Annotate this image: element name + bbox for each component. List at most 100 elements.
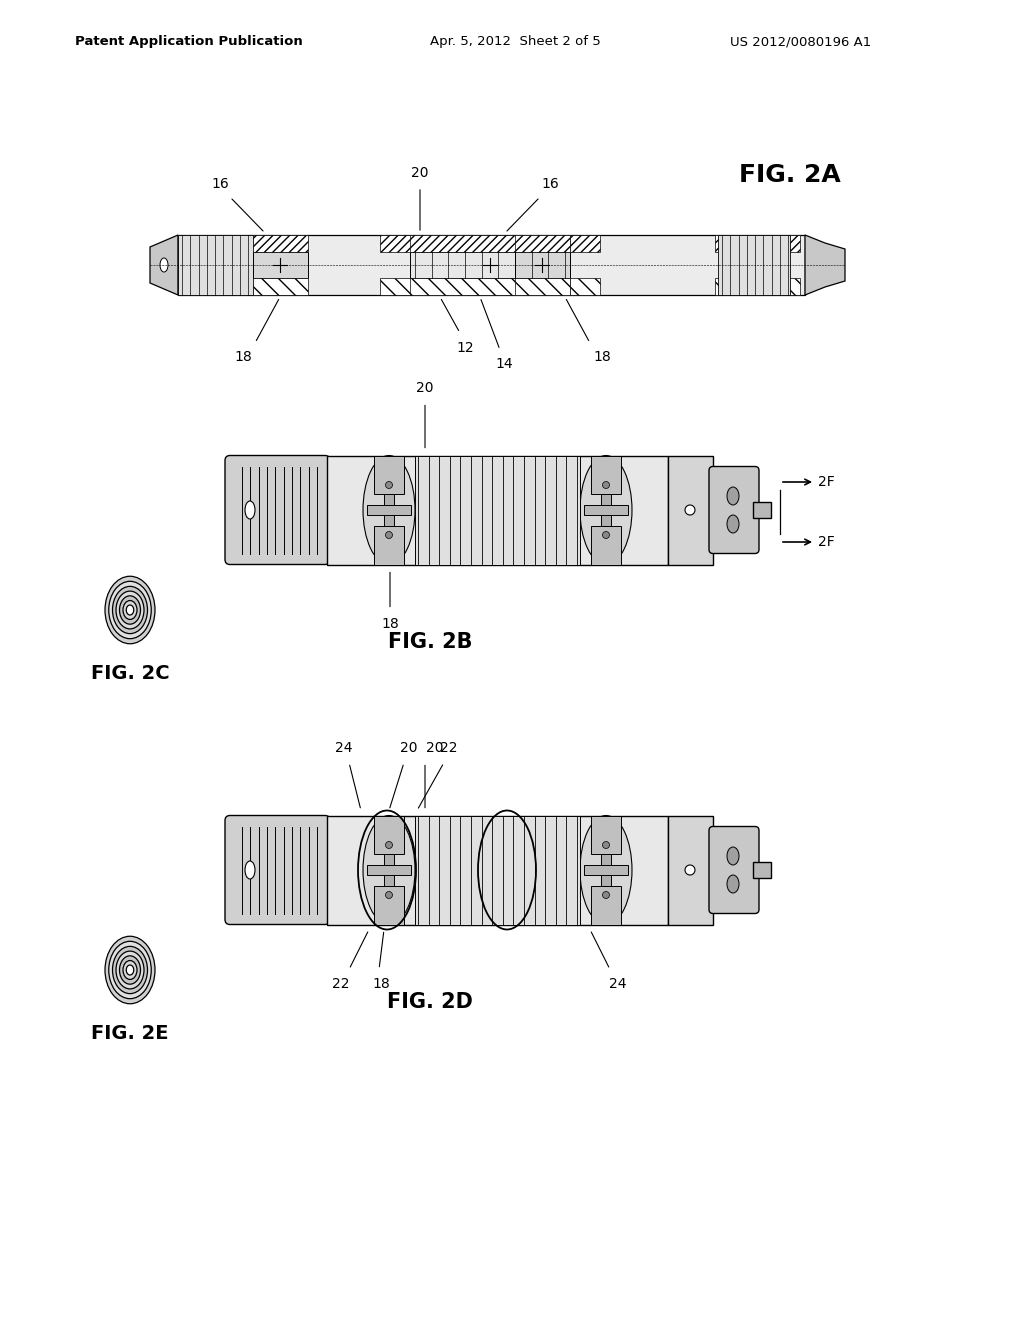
Bar	[584, 506, 628, 515]
Ellipse shape	[120, 956, 140, 985]
Ellipse shape	[126, 965, 134, 975]
Bar	[178, 235, 805, 294]
Bar	[374, 886, 404, 924]
Text: 20: 20	[400, 742, 418, 755]
Circle shape	[385, 842, 392, 849]
Bar	[515, 279, 600, 294]
Ellipse shape	[113, 586, 147, 634]
Bar	[374, 816, 404, 854]
Circle shape	[602, 891, 609, 899]
Bar	[515, 279, 570, 294]
Circle shape	[685, 865, 695, 875]
Ellipse shape	[160, 257, 168, 272]
Text: 18: 18	[593, 350, 611, 364]
Text: 14: 14	[496, 356, 513, 371]
Circle shape	[685, 506, 695, 515]
Bar	[380, 279, 465, 294]
Bar	[584, 865, 628, 875]
Circle shape	[385, 482, 392, 488]
Text: FIG. 2D: FIG. 2D	[387, 993, 473, 1012]
Bar	[374, 455, 404, 494]
Ellipse shape	[109, 581, 152, 639]
Bar	[515, 235, 600, 252]
Text: 24: 24	[609, 978, 627, 991]
Circle shape	[602, 482, 609, 488]
Ellipse shape	[727, 847, 739, 865]
Bar	[591, 886, 621, 924]
Bar	[515, 235, 570, 252]
Circle shape	[602, 842, 609, 849]
Polygon shape	[805, 235, 845, 294]
Bar	[601, 494, 611, 527]
Bar	[415, 816, 580, 924]
Text: Patent Application Publication: Patent Application Publication	[75, 36, 303, 49]
Ellipse shape	[105, 936, 155, 1003]
Bar	[668, 816, 713, 924]
Ellipse shape	[123, 961, 137, 979]
Bar	[601, 854, 611, 886]
Bar	[715, 235, 800, 252]
Text: Apr. 5, 2012  Sheet 2 of 5: Apr. 5, 2012 Sheet 2 of 5	[430, 36, 601, 49]
Ellipse shape	[727, 487, 739, 506]
Text: 18: 18	[381, 618, 399, 631]
Ellipse shape	[727, 515, 739, 533]
Ellipse shape	[245, 861, 255, 879]
FancyBboxPatch shape	[225, 816, 330, 924]
Bar	[178, 235, 263, 252]
Bar	[384, 854, 394, 886]
Text: 18: 18	[234, 350, 252, 364]
Bar	[410, 235, 570, 252]
Bar	[753, 862, 771, 878]
Circle shape	[385, 891, 392, 899]
Bar	[718, 235, 790, 294]
Bar	[178, 279, 263, 294]
Text: FIG. 2B: FIG. 2B	[388, 632, 472, 652]
Bar	[591, 816, 621, 854]
Text: 20: 20	[416, 381, 434, 396]
Ellipse shape	[362, 816, 415, 924]
Text: 2F: 2F	[818, 475, 835, 488]
Circle shape	[385, 532, 392, 539]
Bar	[253, 235, 308, 252]
Ellipse shape	[362, 455, 415, 565]
Bar	[410, 279, 570, 294]
Text: 2F: 2F	[818, 535, 835, 549]
Ellipse shape	[580, 816, 632, 924]
Bar	[384, 494, 394, 527]
Bar	[367, 865, 411, 875]
Ellipse shape	[245, 502, 255, 519]
Text: 16: 16	[541, 177, 559, 191]
Ellipse shape	[113, 946, 147, 994]
Bar	[515, 252, 570, 279]
Bar	[591, 455, 621, 494]
Bar	[253, 252, 308, 279]
Bar	[715, 279, 800, 294]
Ellipse shape	[105, 577, 155, 644]
Bar	[253, 279, 308, 294]
Bar	[178, 235, 253, 294]
Text: FIG. 2E: FIG. 2E	[91, 1024, 169, 1043]
Bar	[410, 252, 570, 279]
Bar	[374, 527, 404, 565]
Ellipse shape	[580, 455, 632, 565]
FancyBboxPatch shape	[225, 455, 330, 565]
FancyBboxPatch shape	[709, 826, 759, 913]
Text: 18: 18	[372, 978, 390, 991]
Polygon shape	[150, 235, 178, 294]
Ellipse shape	[109, 941, 152, 999]
Bar	[668, 455, 713, 565]
Text: 24: 24	[335, 742, 352, 755]
Bar	[367, 506, 411, 515]
Ellipse shape	[123, 601, 137, 619]
Ellipse shape	[120, 595, 140, 624]
Ellipse shape	[126, 605, 134, 615]
Text: 20: 20	[412, 166, 429, 180]
Text: 16: 16	[211, 177, 229, 191]
Bar	[415, 455, 580, 565]
Text: 12: 12	[456, 341, 474, 355]
Ellipse shape	[116, 591, 144, 628]
Bar	[380, 235, 465, 252]
Text: 22: 22	[332, 978, 350, 991]
Bar	[327, 816, 668, 924]
Text: FIG. 2C: FIG. 2C	[91, 664, 169, 682]
